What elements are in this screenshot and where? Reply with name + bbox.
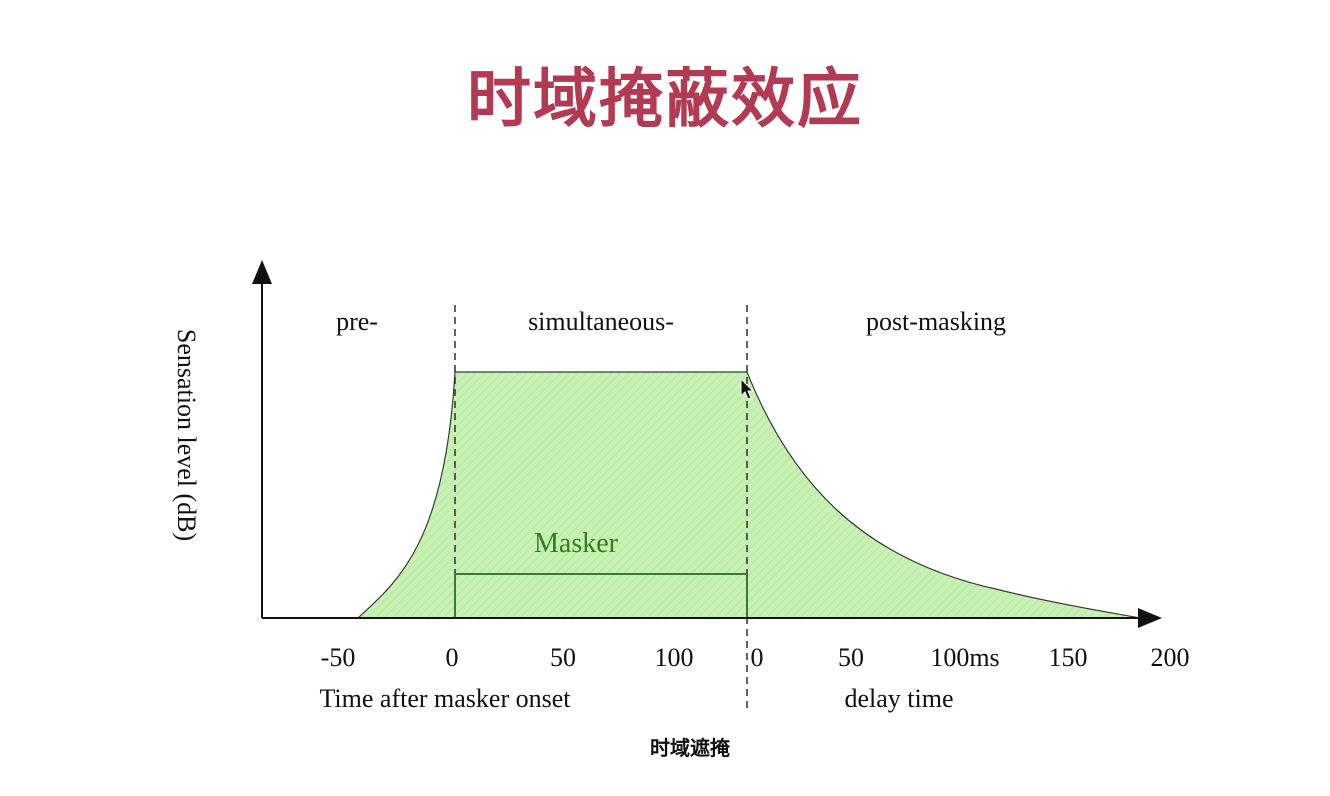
figure-caption: 时域遮掩 <box>650 736 730 760</box>
x-axis-label-right: delay time <box>844 684 953 713</box>
y-axis-label: Sensation level (dB) <box>172 329 201 541</box>
tick-label: 150 <box>1049 643 1088 672</box>
masking-area <box>356 371 1141 619</box>
slide-title: 时域掩蔽效应 <box>467 63 863 137</box>
mouse-cursor-icon <box>740 378 755 400</box>
y-axis-arrow <box>252 260 272 284</box>
tick-label: 0 <box>751 643 764 672</box>
tick-label: 100ms <box>930 643 999 672</box>
x-axis-arrow <box>1138 608 1162 628</box>
masker-label: Masker <box>534 528 619 559</box>
tick-label: 200 <box>1151 643 1190 672</box>
tick-label: -50 <box>321 643 356 672</box>
tick-label: 100 <box>655 643 694 672</box>
tick-label: 0 <box>446 643 459 672</box>
region-label-post: post-masking <box>866 307 1006 336</box>
x-axis-label-left: Time after masker onset <box>319 684 571 713</box>
tick-label: 50 <box>550 643 576 672</box>
region-label-pre: pre- <box>336 307 378 336</box>
region-label-simultaneous: simultaneous- <box>528 307 674 336</box>
tick-label: 50 <box>838 643 864 672</box>
